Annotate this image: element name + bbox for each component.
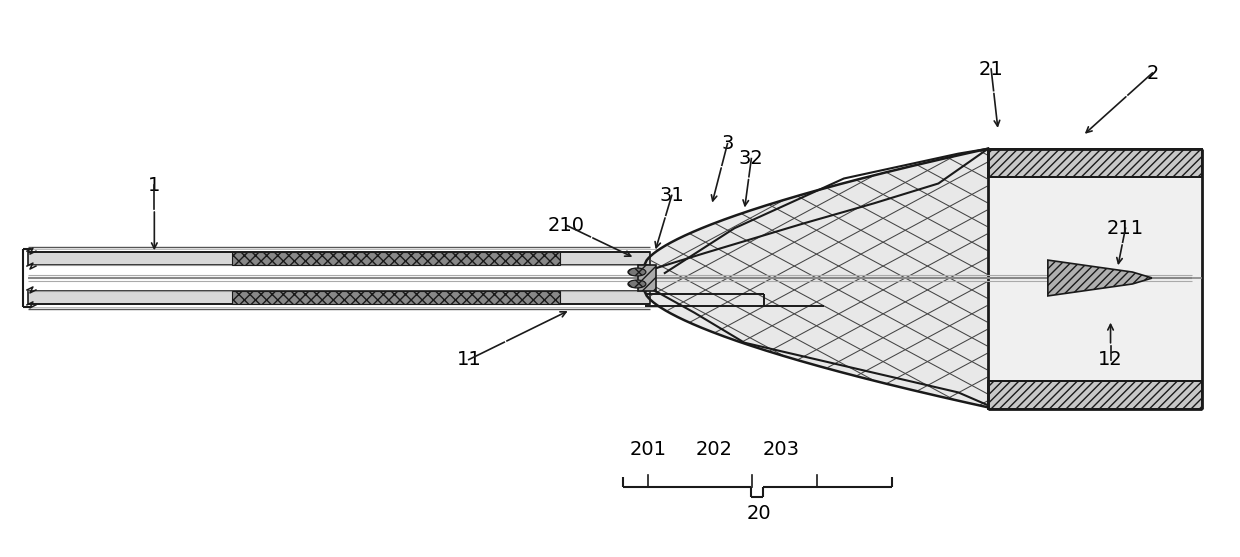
Text: 210: 210 <box>548 216 585 234</box>
Text: 31: 31 <box>660 186 684 205</box>
Ellipse shape <box>627 268 646 276</box>
Bar <box>988 149 1202 177</box>
Polygon shape <box>1048 260 1152 296</box>
Bar <box>637 265 656 291</box>
Bar <box>29 291 650 304</box>
Text: 2: 2 <box>1146 63 1158 82</box>
Text: 211: 211 <box>1107 219 1145 238</box>
Text: 21: 21 <box>978 60 1003 79</box>
Text: 11: 11 <box>456 350 481 369</box>
Polygon shape <box>645 149 988 407</box>
Ellipse shape <box>627 280 646 288</box>
Bar <box>988 177 1202 382</box>
Text: 20: 20 <box>746 504 771 524</box>
Text: 202: 202 <box>696 439 733 458</box>
Text: 3: 3 <box>722 134 734 153</box>
Bar <box>232 252 560 265</box>
Text: 201: 201 <box>630 439 666 458</box>
Text: 203: 203 <box>763 439 800 458</box>
Text: 1: 1 <box>148 176 160 195</box>
Bar <box>29 252 650 265</box>
Bar <box>232 291 560 304</box>
Text: 12: 12 <box>1099 350 1123 369</box>
Text: 32: 32 <box>739 149 764 168</box>
Bar <box>988 382 1202 409</box>
